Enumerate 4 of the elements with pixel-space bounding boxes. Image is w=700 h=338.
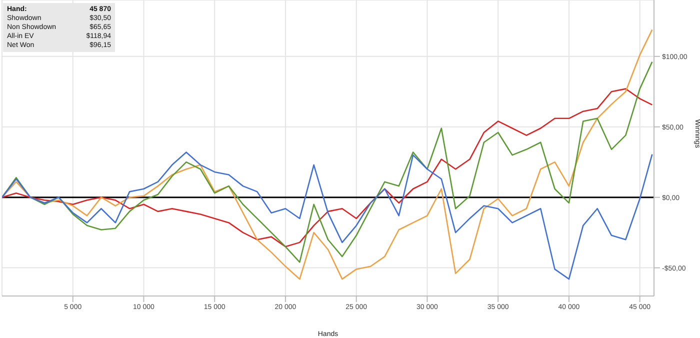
line-series	[2, 152, 653, 280]
line-series	[2, 29, 653, 280]
line-series	[2, 88, 653, 248]
line-series	[2, 61, 653, 263]
